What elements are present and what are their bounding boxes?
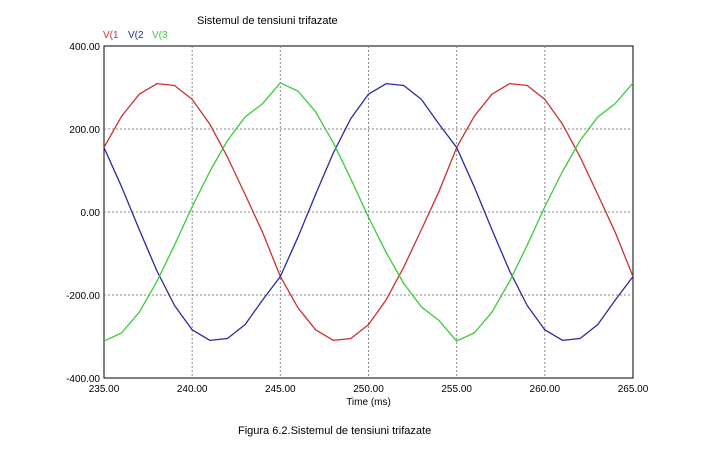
y-tick-label: -200.00 (66, 291, 100, 302)
x-tick-label: 250.00 (353, 384, 384, 395)
x-tick-label: 245.00 (265, 384, 296, 395)
x-axis-label: Time (ms) (346, 397, 391, 408)
y-tick-label: -400.00 (66, 374, 100, 385)
figure-caption: Figura 6.2.Sistemul de tensiuni trifazat… (238, 425, 432, 437)
x-tick-label: 240.00 (177, 384, 208, 395)
y-tick-label: 400.00 (69, 42, 100, 53)
x-tick-label: 235.00 (89, 384, 120, 395)
legend-entry-v3: V(3 (152, 30, 168, 41)
legend-entry-v2: V(2 (128, 30, 144, 41)
x-tick-label: 260.00 (530, 384, 561, 395)
y-tick-label: 200.00 (69, 125, 100, 136)
legend-entry-v1: V(1 (103, 30, 119, 41)
x-tick-label: 255.00 (441, 384, 472, 395)
x-tick-label: 265.00 (618, 384, 649, 395)
y-tick-label: 0.00 (81, 208, 101, 219)
chart-title: Sistemul de tensiuni trifazate (197, 15, 338, 27)
series-line-3 (103, 82, 634, 342)
series-line-2 (103, 82, 634, 342)
series-line-1 (103, 82, 634, 342)
